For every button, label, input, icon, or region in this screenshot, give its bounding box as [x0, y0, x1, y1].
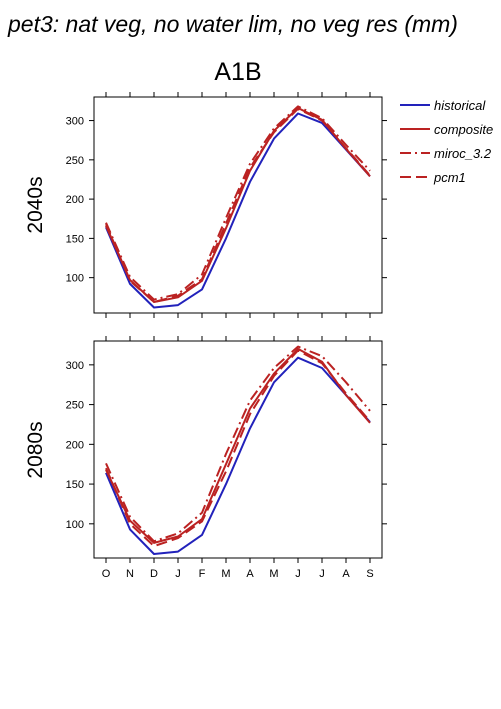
row-label-2080s: 2080s — [24, 421, 47, 478]
y-tick-label: 250 — [66, 155, 84, 167]
x-tick-label: J — [295, 568, 301, 580]
series-line-miroc-3-2 — [105, 345, 371, 543]
legend-label-pcm1: pcm1 — [433, 170, 466, 185]
legend-label-historical: historical — [434, 98, 486, 113]
panel-2080s: 2080s O N D J F M A M J J A S 100 150 200 250 300 — [24, 336, 387, 580]
x-tick-label: M — [221, 568, 230, 580]
y-tick-label: 200 — [66, 194, 84, 206]
x-tick-label: M — [269, 568, 278, 580]
x-tick-label: D — [150, 568, 158, 580]
plot-frame — [93, 96, 383, 314]
series-line-miroc-3-2 — [105, 105, 371, 301]
y-tick-label: 300 — [66, 116, 84, 128]
legend-label-miroc-3-2: miroc_3.2 — [434, 146, 492, 161]
x-tick-label: J — [175, 568, 181, 580]
legend-label-composite: composite — [434, 122, 493, 137]
row-label-2040s: 2040s — [24, 176, 47, 233]
x-tick-label: F — [199, 568, 206, 580]
series-line-historical — [105, 356, 371, 555]
y-tick-label: 200 — [66, 439, 84, 451]
y-tick-label: 100 — [66, 519, 84, 531]
series-line-pcm1 — [105, 349, 371, 548]
x-tick-label: O — [102, 568, 111, 580]
y-tick-label: 100 — [66, 273, 84, 285]
y-tick-label: 150 — [66, 479, 84, 491]
y-tick-label: 250 — [66, 400, 84, 412]
y-tick-label: 150 — [66, 233, 84, 245]
figure-title: pet3: nat veg, no water lim, no veg res … — [7, 11, 458, 37]
scenario-title: A1B — [214, 58, 261, 86]
series-line-historical — [105, 112, 371, 309]
x-tick-label: N — [126, 568, 134, 580]
x-tick-label: S — [366, 568, 373, 580]
series-line-pcm1 — [105, 107, 371, 303]
x-tick-label: J — [319, 568, 325, 580]
plot-frame — [93, 340, 383, 559]
x-tick-label: A — [342, 568, 350, 580]
series-line-composite — [105, 107, 371, 303]
panel-2040s: 2040s 100 150 200 250 300 — [24, 92, 387, 318]
x-tick-label: A — [246, 568, 254, 580]
y-tick-label: 300 — [66, 360, 84, 372]
legend: historical composite miroc_3.2 pcm1 — [400, 98, 493, 185]
